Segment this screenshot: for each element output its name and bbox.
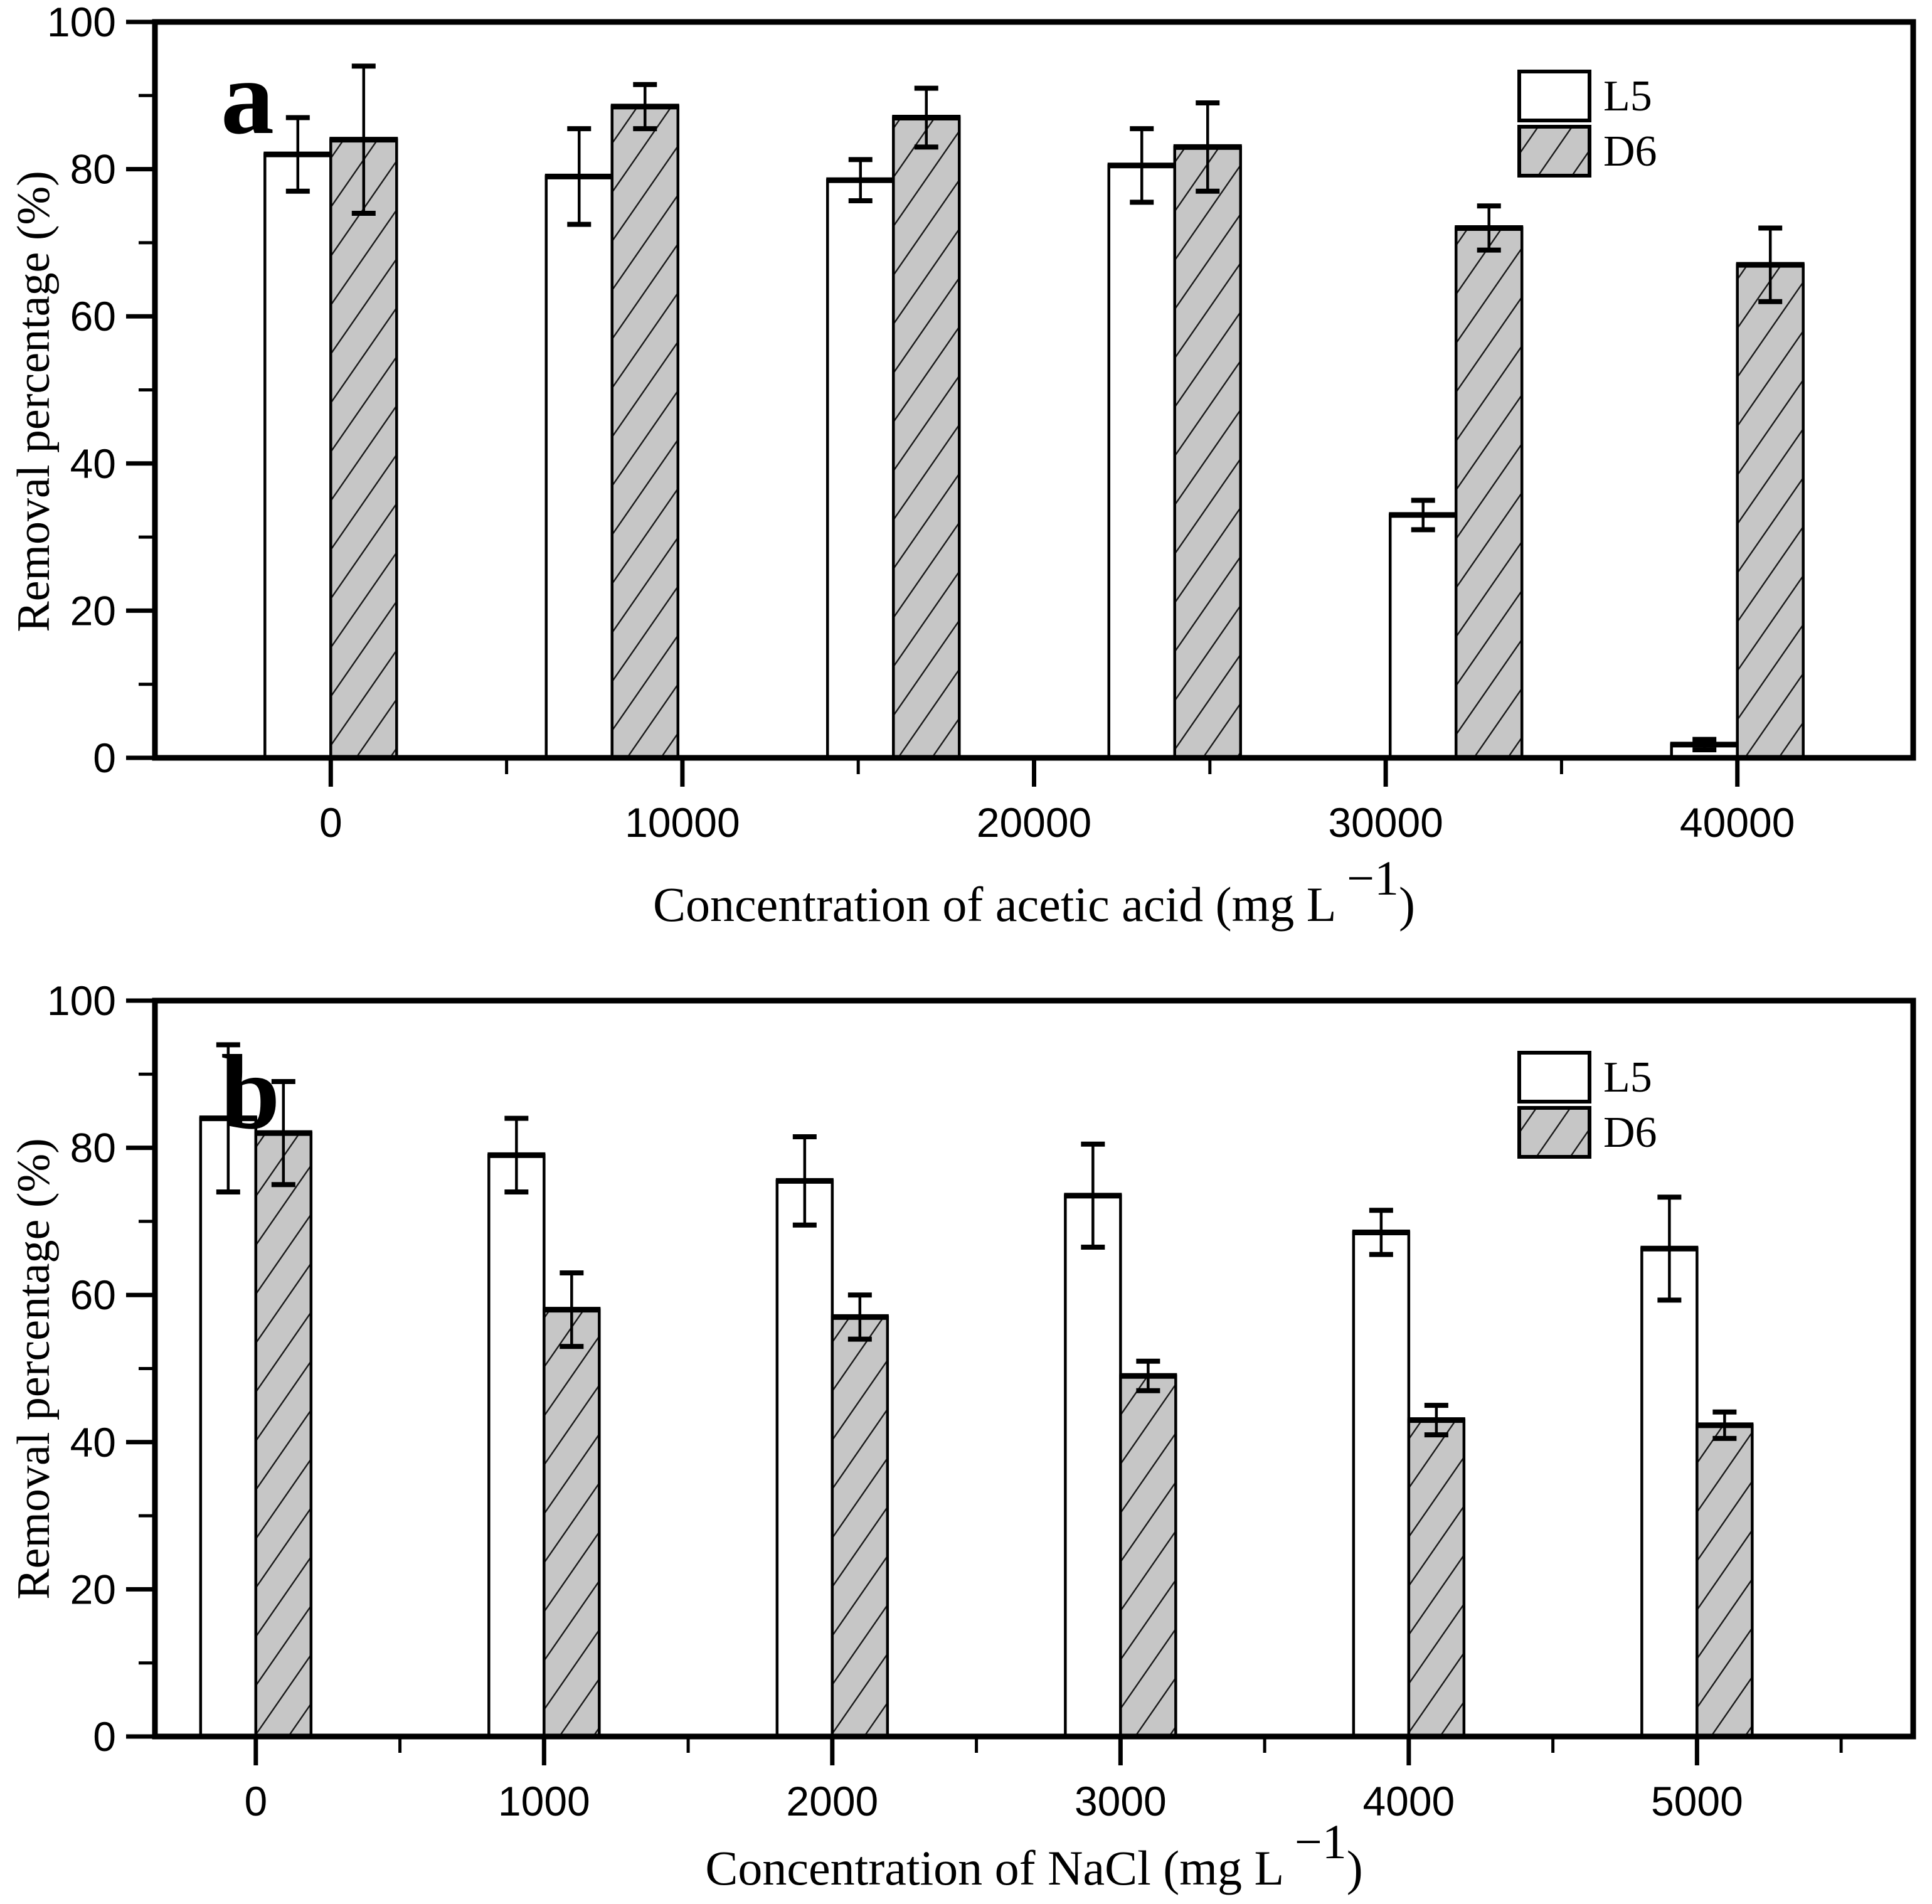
errorbar-D6-3000 [1136, 1358, 1160, 1393]
panel-a-chart: 0 20 40 60 80 100 0 10000 20000 30000 40000 a Remova… [8, 0, 1916, 932]
legend-label-D6: D6 [1603, 1109, 1657, 1157]
y-tick-label-100: 100 [47, 977, 116, 1024]
bar-L5-4000 [1352, 1231, 1411, 1738]
errorbar-D6-5000 [1712, 1409, 1737, 1441]
y-tick-label-60: 60 [70, 293, 116, 339]
y-axis-title-a: Removal percentage (%) [8, 171, 60, 632]
x-tick-label-3000: 3000 [1075, 1778, 1167, 1824]
x-tick-label-20000: 20000 [977, 799, 1092, 846]
legend-label-L5: L5 [1603, 72, 1652, 120]
legend-swatch-L5 [1517, 1051, 1591, 1104]
bar-D6-0 [254, 1131, 313, 1738]
bar-D6-32000 [1454, 226, 1524, 760]
errorbar-D6-16000 [914, 85, 938, 150]
bar-D6-16000 [892, 116, 961, 760]
legend-swatch-D6 [1517, 125, 1591, 178]
bar-L5-32000 [1388, 513, 1458, 760]
y-axis-title-b: Removal percentage (%) [8, 1138, 60, 1600]
x-tick-label-4000: 4000 [1362, 1778, 1455, 1824]
errorbar-L5-1000 [504, 1115, 529, 1194]
errorbar-L5-0 [285, 115, 310, 194]
bar-L5-0 [199, 1117, 258, 1738]
y-tick-label-0: 0 [93, 1713, 116, 1760]
errorbar-D6-24000 [1196, 100, 1220, 194]
legend-swatch-D6 [1517, 1106, 1591, 1159]
bar-L5-1000 [487, 1154, 546, 1738]
bar-D6-4000 [1407, 1418, 1466, 1738]
y-tick-label-100: 100 [47, 0, 116, 45]
y-tick-label-0: 0 [93, 735, 116, 781]
errorbar-D6-1000 [560, 1270, 584, 1349]
errorbar-D6-4000 [1424, 1403, 1448, 1438]
errorbar-L5-24000 [1130, 126, 1154, 205]
x-tick-label-40000: 40000 [1680, 799, 1795, 846]
bar-D6-3000 [1119, 1374, 1177, 1738]
x-axis-title-a: Concentration of acetic acid (mg L −1) [653, 851, 1415, 932]
errorbar-L5-32000 [1411, 497, 1435, 533]
bar-L5-24000 [1107, 164, 1176, 760]
y-tick-label-40: 40 [70, 440, 116, 487]
errorbar-D6-0 [351, 63, 376, 216]
x-tick-label-10000: 10000 [625, 799, 740, 846]
errorbar-D6-0 [271, 1079, 295, 1188]
y-tick-label-20: 20 [70, 1566, 116, 1612]
x-tick-label-0: 0 [244, 1778, 267, 1824]
y-tick-label-20: 20 [70, 587, 116, 634]
errorbar-L5-16000 [848, 157, 873, 204]
errorbar-D6-8000 [633, 82, 657, 132]
errorbar-L5-8000 [567, 126, 592, 227]
bar-D6-0 [329, 138, 398, 760]
bar-D6-5000 [1696, 1423, 1754, 1738]
bar-D6-1000 [543, 1308, 601, 1738]
y-tick-label-60: 60 [70, 1272, 116, 1318]
x-tick-label-2000: 2000 [786, 1778, 878, 1824]
errorbar-L5-40000 [1692, 737, 1717, 753]
bar-D6-8000 [610, 105, 680, 760]
bar-L5-0 [263, 152, 332, 760]
errorbar-D6-32000 [1477, 203, 1501, 253]
y-tick-label-80: 80 [70, 1125, 116, 1171]
bar-L5-3000 [1064, 1194, 1122, 1738]
errorbar-L5-2000 [792, 1134, 817, 1228]
errorbar-L5-4000 [1369, 1208, 1393, 1257]
legend-label-D6: D6 [1603, 127, 1657, 176]
bar-D6-2000 [831, 1316, 889, 1738]
x-tick-label-0: 0 [319, 799, 342, 846]
y-tick-label-40: 40 [70, 1419, 116, 1465]
x-axis-title-b: Concentration of NaCl (mg L −1) [705, 1814, 1362, 1895]
x-tick-label-30000: 30000 [1328, 799, 1443, 846]
bar-D6-40000 [1736, 263, 1805, 760]
errorbar-L5-3000 [1081, 1141, 1105, 1250]
legend-label-L5: L5 [1603, 1053, 1652, 1102]
errorbar-L5-0 [216, 1042, 240, 1194]
legend-swatch-L5 [1517, 70, 1591, 122]
y-tick-label-80: 80 [70, 146, 116, 193]
errorbar-D6-2000 [847, 1292, 872, 1342]
panel-letter-a: a [221, 38, 274, 156]
bar-L5-5000 [1640, 1247, 1699, 1738]
bar-D6-24000 [1173, 146, 1242, 760]
errorbar-L5-5000 [1657, 1194, 1682, 1303]
x-tick-label-5000: 5000 [1651, 1778, 1743, 1824]
bar-L5-8000 [544, 175, 614, 760]
x-tick-label-1000: 1000 [498, 1778, 590, 1824]
bar-L5-16000 [826, 178, 895, 760]
errorbar-D6-40000 [1758, 225, 1783, 304]
panel-letter-b: b [221, 1033, 280, 1151]
bar-L5-2000 [775, 1179, 834, 1738]
